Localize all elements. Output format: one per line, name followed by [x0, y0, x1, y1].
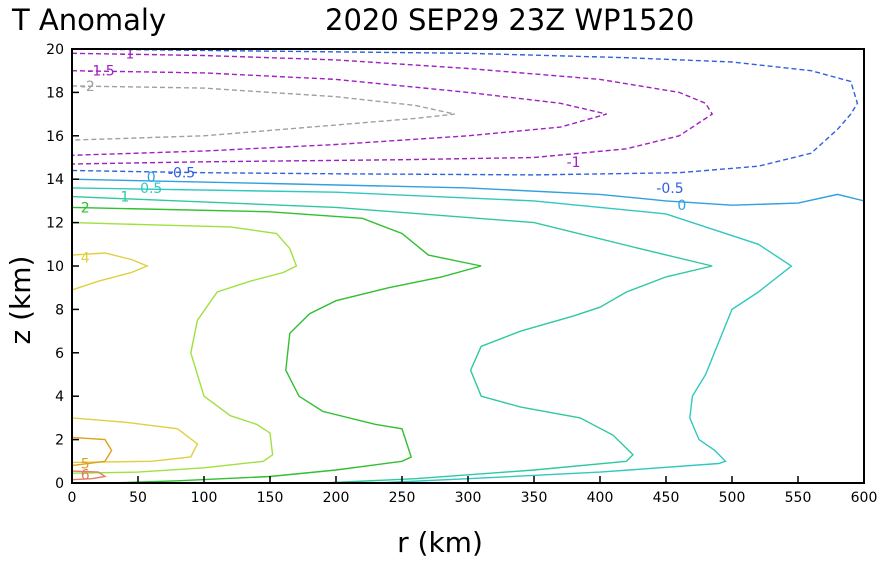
y-axis-label: z (km) — [4, 256, 37, 345]
contour-line-6-12 — [71, 470, 107, 481]
contour-label-12: 5 — [81, 456, 90, 472]
y-axis-ticks: 0 2 4 6 8 10 12 14 16 18 20 — [46, 42, 79, 492]
contour-label-1: -1.5 — [87, 64, 114, 80]
contour-label-0: -1 — [120, 46, 134, 62]
contour-line-0-4 — [71, 178, 865, 206]
contour-lines — [71, 48, 865, 484]
contour-label-7: 0.5 — [140, 181, 162, 197]
contour-line-1-6 — [71, 195, 713, 484]
x-tick-label: 50 — [129, 490, 147, 506]
y-tick-label: 4 — [55, 389, 64, 405]
contour-label-10: 2 — [81, 200, 90, 216]
contour-line-5-11 — [71, 436, 113, 467]
x-tick-label: 450 — [653, 490, 680, 506]
contour-label-3: -1 — [567, 155, 581, 171]
x-tick-label: 550 — [785, 490, 812, 506]
y-tick-label: 2 — [55, 433, 64, 449]
y-tick-label: 0 — [55, 476, 64, 492]
x-tick-label: 100 — [191, 490, 218, 506]
contour-label-13: 6 — [81, 467, 90, 483]
contour-label-8: 1 — [120, 190, 129, 206]
contour-line-3-8 — [71, 221, 298, 474]
contour-line-0.5-5 — [71, 187, 793, 484]
x-tick-label: 0 — [68, 490, 77, 506]
x-tick-label: 250 — [389, 490, 416, 506]
contour-line--1-2 — [71, 52, 714, 165]
contour-line-4-9 — [71, 252, 150, 291]
contour-line-2-7 — [71, 206, 482, 484]
y-tick-label: 12 — [46, 216, 64, 232]
contour-label-2: -2 — [81, 79, 95, 95]
contour-label-5: -0.5 — [656, 181, 683, 197]
x-tick-label: 200 — [323, 490, 350, 506]
x-axis-ticks: 0 50 100 150 200 250 300 350 400 450 500 550 600 — [68, 476, 878, 506]
y-tick-label: 8 — [55, 302, 64, 318]
contour-label-4: -0.5 — [168, 166, 195, 182]
x-tick-label: 150 — [257, 490, 284, 506]
y-tick-label: 18 — [46, 85, 64, 101]
y-tick-label: 14 — [46, 172, 64, 188]
x-tick-label: 400 — [587, 490, 614, 506]
x-tick-label: 300 — [455, 490, 482, 506]
chart-title-left: T Anomaly — [11, 3, 166, 37]
x-tick-label: 350 — [521, 490, 548, 506]
plot-frame — [71, 48, 865, 484]
y-tick-label: 20 — [46, 42, 64, 58]
x-tick-label: 500 — [719, 490, 746, 506]
chart-title-right: 2020 SEP29 23Z WP1520 — [325, 3, 694, 37]
contour-line--0.5-3 — [71, 48, 859, 176]
contour-label-11: 4 — [81, 250, 90, 266]
contour-line-4-10 — [71, 417, 199, 464]
x-tick-label: 600 — [851, 490, 878, 506]
y-tick-label: 10 — [46, 259, 64, 275]
y-tick-label: 6 — [55, 346, 64, 362]
contour-label-6: 0 — [147, 170, 156, 186]
contour-line--1.5-1 — [71, 70, 607, 156]
x-axis-label: r (km) — [397, 526, 483, 559]
y-tick-label: 16 — [46, 129, 64, 145]
contour-label-9: 0 — [677, 198, 686, 214]
contour-line--2-0 — [71, 85, 455, 141]
